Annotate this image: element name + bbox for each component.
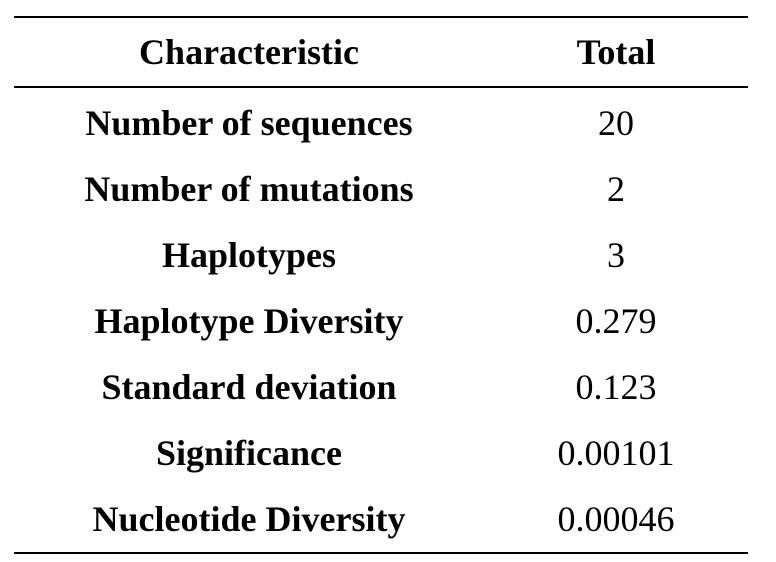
table-row: Haplotypes 3 xyxy=(14,222,748,288)
row-value: 0.123 xyxy=(575,367,657,407)
table-body: Number of sequences 20 Number of mutatio… xyxy=(14,87,748,553)
row-value: 3 xyxy=(607,235,625,275)
row-value: 0.279 xyxy=(575,301,657,341)
column-header-characteristic: Characteristic xyxy=(139,32,359,72)
row-label: Significance xyxy=(156,433,342,473)
row-value: 0.00101 xyxy=(557,433,675,473)
header-row: Characteristic Total xyxy=(14,17,748,87)
table-row: Nucleotide Diversity 0.00046 xyxy=(14,486,748,553)
row-label: Number of mutations xyxy=(84,169,414,209)
column-header-total: Total xyxy=(576,32,656,72)
statistics-table: Characteristic Total Number of sequences… xyxy=(14,16,748,554)
row-value: 0.00046 xyxy=(557,499,675,539)
table-row: Number of sequences 20 xyxy=(14,87,748,156)
table-row: Significance 0.00101 xyxy=(14,420,748,486)
statistics-table-container: Characteristic Total Number of sequences… xyxy=(14,16,748,554)
row-value: 20 xyxy=(598,103,634,143)
table-row: Number of mutations 2 xyxy=(14,156,748,222)
row-label: Number of sequences xyxy=(85,103,413,143)
row-label: Haplotype Diversity xyxy=(94,301,404,341)
table-row: Haplotype Diversity 0.279 xyxy=(14,288,748,354)
table-header: Characteristic Total xyxy=(14,17,748,87)
table-row: Standard deviation 0.123 xyxy=(14,354,748,420)
row-value: 2 xyxy=(607,169,625,209)
row-label: Standard deviation xyxy=(101,367,397,407)
row-label: Haplotypes xyxy=(161,235,337,275)
row-label: Nucleotide Diversity xyxy=(92,499,406,539)
